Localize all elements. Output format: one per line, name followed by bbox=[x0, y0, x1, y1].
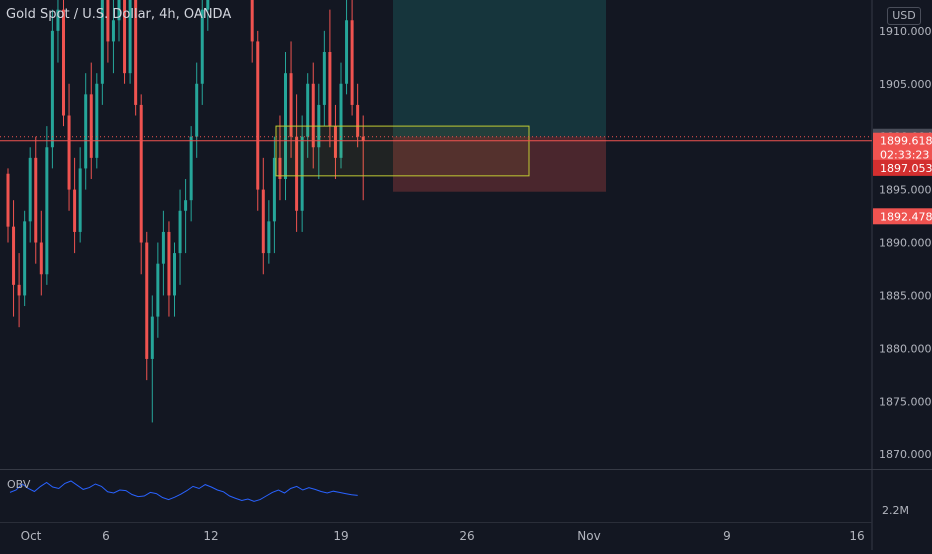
candle[interactable] bbox=[45, 147, 49, 275]
price-tag[interactable] bbox=[873, 132, 932, 149]
candle[interactable] bbox=[261, 189, 265, 254]
currency-badge[interactable]: USD bbox=[887, 7, 921, 25]
candle[interactable] bbox=[278, 157, 282, 180]
candle[interactable] bbox=[333, 126, 337, 158]
target-zone[interactable] bbox=[393, 0, 606, 137]
time-axis-label: Oct bbox=[21, 529, 42, 543]
candle[interactable] bbox=[62, 9, 65, 116]
candle[interactable] bbox=[356, 104, 360, 137]
candle[interactable] bbox=[78, 168, 82, 232]
candle[interactable] bbox=[56, 9, 60, 31]
candle[interactable] bbox=[28, 157, 32, 222]
price-tag-label: 1899.618 bbox=[880, 135, 932, 148]
candle[interactable] bbox=[84, 94, 88, 169]
candle[interactable] bbox=[256, 41, 260, 190]
candle[interactable] bbox=[156, 263, 160, 317]
candle[interactable] bbox=[6, 173, 10, 227]
candle[interactable] bbox=[328, 52, 332, 127]
price-tag[interactable] bbox=[873, 159, 932, 176]
candle[interactable] bbox=[23, 221, 27, 296]
price-tick-label: 1870.000 bbox=[879, 448, 932, 461]
candle[interactable] bbox=[184, 200, 188, 211]
candle[interactable] bbox=[322, 52, 326, 105]
price-tag[interactable] bbox=[873, 146, 932, 163]
candle[interactable] bbox=[100, 0, 104, 84]
candle[interactable] bbox=[50, 30, 54, 148]
candle[interactable] bbox=[106, 0, 110, 42]
price-tick-label: 1880.000 bbox=[879, 342, 932, 355]
candle[interactable] bbox=[345, 20, 349, 84]
stop-zone[interactable] bbox=[393, 136, 606, 192]
candle[interactable] bbox=[339, 83, 343, 158]
candle[interactable] bbox=[295, 136, 299, 211]
candle[interactable] bbox=[289, 73, 293, 137]
candle[interactable] bbox=[139, 104, 143, 243]
time-axis-label: 9 bbox=[723, 529, 731, 543]
candle[interactable] bbox=[306, 83, 310, 137]
time-axis-label: 26 bbox=[459, 529, 474, 543]
candle[interactable] bbox=[195, 83, 199, 137]
candle[interactable] bbox=[189, 136, 193, 201]
price-tag-label: 02:33:23 bbox=[880, 149, 929, 162]
price-tag[interactable] bbox=[873, 208, 932, 225]
candle[interactable] bbox=[34, 157, 38, 243]
obv-value-label: 2.2M bbox=[882, 504, 909, 517]
time-axis-label: 6 bbox=[102, 529, 110, 543]
candle[interactable] bbox=[267, 221, 271, 254]
candle[interactable] bbox=[272, 157, 276, 222]
candle[interactable] bbox=[128, 0, 132, 74]
symbol-title: Gold Spot / U.S. Dollar, 4h, OANDA bbox=[6, 7, 232, 22]
candle[interactable] bbox=[12, 226, 16, 285]
time-axis-label: 19 bbox=[333, 529, 348, 543]
obv-line[interactable] bbox=[9, 480, 358, 502]
candle[interactable] bbox=[361, 136, 365, 141]
candle[interactable] bbox=[250, 0, 254, 42]
time-axis-label: 12 bbox=[203, 529, 218, 543]
candle[interactable] bbox=[350, 20, 354, 105]
candle[interactable] bbox=[111, 20, 115, 42]
candle[interactable] bbox=[206, 0, 210, 10]
candle[interactable] bbox=[167, 231, 171, 296]
price-tag-label: 1897.053 bbox=[880, 162, 932, 175]
candle[interactable] bbox=[73, 189, 77, 232]
candle[interactable] bbox=[311, 83, 315, 148]
candle[interactable] bbox=[123, 0, 127, 74]
candle[interactable] bbox=[150, 316, 154, 359]
candle[interactable] bbox=[161, 231, 165, 264]
candle[interactable] bbox=[117, 0, 121, 21]
price-tick-label: 1890.000 bbox=[879, 237, 932, 250]
candle[interactable] bbox=[300, 136, 304, 211]
time-axis-label: 16 bbox=[849, 529, 864, 543]
candle[interactable] bbox=[89, 94, 93, 158]
candle[interactable] bbox=[134, 0, 138, 105]
candle[interactable] bbox=[39, 242, 43, 275]
obv-indicator-label[interactable]: OBV bbox=[7, 478, 31, 491]
price-tick-label: 1885.000 bbox=[879, 289, 932, 302]
candle[interactable] bbox=[17, 284, 21, 296]
candle[interactable] bbox=[200, 9, 204, 84]
candle[interactable] bbox=[145, 242, 149, 359]
price-tag-label: 1892.478 bbox=[880, 210, 932, 223]
price-tick-label: 1875.000 bbox=[879, 395, 932, 408]
price-tick-label: 1905.000 bbox=[879, 78, 932, 91]
price-tick-label: 1895.000 bbox=[879, 184, 932, 197]
annotation-box[interactable] bbox=[275, 125, 530, 177]
candle[interactable] bbox=[178, 210, 182, 254]
candle[interactable] bbox=[67, 115, 71, 190]
price-tick-label: 1910.000 bbox=[879, 25, 932, 38]
candle[interactable] bbox=[95, 83, 99, 158]
time-axis-label: Nov bbox=[577, 529, 600, 543]
candle[interactable] bbox=[173, 253, 176, 296]
